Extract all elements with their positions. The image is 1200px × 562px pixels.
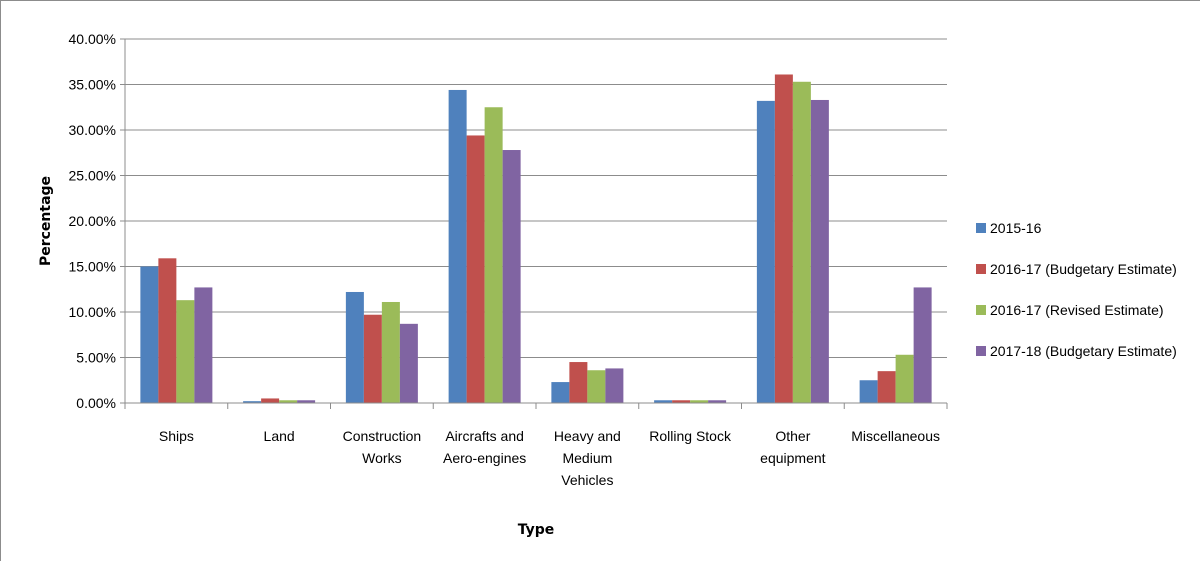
bar: [279, 400, 298, 403]
bar: [261, 398, 280, 403]
bar: [913, 287, 932, 403]
x-axis-title: Type: [518, 522, 555, 538]
x-category-label: Works: [362, 450, 401, 466]
bars: [140, 74, 932, 404]
bar: [587, 370, 606, 403]
legend-swatch: [976, 264, 986, 274]
bar: [194, 287, 213, 403]
axes: [120, 38, 948, 409]
legend-swatch: [976, 346, 986, 356]
legend-swatch: [976, 223, 986, 233]
bar: [297, 400, 316, 403]
bar: [140, 266, 159, 403]
x-category-label: Other: [775, 428, 810, 444]
y-tick-label: 15.00%: [69, 259, 116, 275]
x-category-label: Ships: [159, 428, 194, 444]
bar: [158, 258, 177, 403]
bar: [774, 74, 793, 404]
bar: [605, 368, 624, 403]
legend-swatch: [976, 305, 986, 315]
legend-label: 2016-17 (Revised Estimate): [990, 302, 1164, 318]
bar: [381, 301, 400, 403]
bar: [466, 135, 485, 403]
bar: [756, 100, 775, 403]
y-tick-label: 20.00%: [69, 213, 116, 229]
bar: [654, 400, 673, 403]
x-category-label: Rolling Stock: [649, 428, 732, 444]
bar: [877, 371, 896, 403]
x-category-label: Land: [264, 428, 295, 444]
bar: [399, 323, 418, 403]
x-category-label: Construction: [343, 428, 422, 444]
y-tick-label: 25.00%: [69, 168, 116, 184]
bar: [859, 380, 878, 403]
bar: [176, 300, 195, 403]
x-category-label: Miscellaneous: [851, 428, 940, 444]
x-category-label: Heavy and: [554, 428, 621, 444]
y-axis-title: Percentage: [38, 176, 54, 266]
bar: [345, 291, 364, 403]
legend: 2015-16 2016-17 (Budgetary Estimate) 2016-…: [976, 220, 1177, 359]
legend-label: 2015-16: [990, 220, 1042, 236]
bar: [484, 107, 503, 403]
x-category-label: Aircrafts and: [445, 428, 524, 444]
x-category-label: Medium: [562, 450, 612, 466]
bar: [690, 400, 709, 403]
bar: [810, 99, 829, 403]
bar: [502, 150, 521, 403]
legend-label: 2016-17 (Budgetary Estimate): [990, 261, 1177, 277]
y-tick-label: 30.00%: [69, 122, 116, 138]
y-tick-label: 5.00%: [76, 350, 116, 366]
bar: [792, 81, 811, 404]
gridlines: [125, 38, 947, 358]
bar: [363, 314, 382, 403]
y-tick-label: 10.00%: [69, 304, 116, 320]
x-category-label: equipment: [760, 450, 825, 466]
x-category-labels: Ships Land Construction Works Aircrafts and A…: [159, 428, 940, 488]
bar: [551, 382, 570, 403]
y-tick-label: 0.00%: [76, 395, 116, 411]
bar: [672, 400, 691, 403]
y-tick-label: 35.00%: [69, 77, 116, 93]
legend-label: 2017-18 (Budgetary Estimate): [990, 343, 1177, 359]
bar: [448, 89, 467, 404]
x-category-label: Vehicles: [561, 472, 613, 488]
bar: [895, 354, 914, 403]
bar: [708, 400, 727, 403]
bar: [569, 362, 588, 403]
x-category-label: Aero-engines: [443, 450, 526, 466]
bar: [243, 401, 262, 403]
y-tick-label: 40.00%: [69, 31, 116, 47]
y-tick-labels: 0.00% 5.00% 10.00% 15.00% 20.00% 25.00% 30.00%…: [69, 31, 116, 411]
